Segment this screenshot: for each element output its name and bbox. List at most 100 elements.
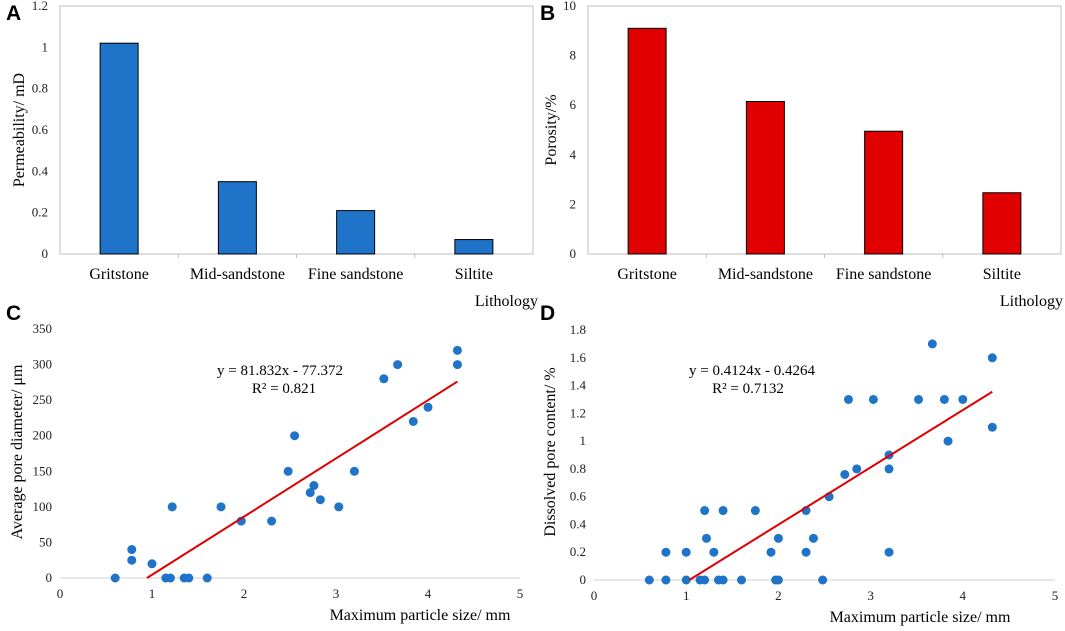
panel-d-data-point: [718, 506, 728, 516]
panel-c-data-point: [147, 559, 157, 569]
panel-a-ytick-label: 0: [42, 246, 49, 261]
panel-d-ylabel: Dissolved pore content/ %: [542, 367, 559, 536]
panel-d-ytick-label: 1.8: [570, 322, 586, 337]
panel-d-ytick-label: 1: [580, 433, 587, 448]
panel-b-ytick-label: 2: [570, 196, 577, 211]
panel-a-category-label: Gritstone: [89, 266, 149, 283]
panel-c-data-point: [127, 555, 137, 565]
panel-c-ytick-label: 350: [33, 321, 53, 336]
panel-c-xtick-label: 4: [425, 586, 432, 601]
panel-d-data-point: [737, 575, 747, 585]
panel-c-xlabel: Maximum particle size/ mm: [330, 607, 511, 624]
panel-b-ytick-label: 6: [570, 97, 577, 112]
panel-d-data-point: [801, 547, 811, 557]
panel-d-data-point: [939, 394, 949, 404]
panel-c-data-point: [305, 488, 315, 498]
panel-c-data-point: [452, 360, 462, 370]
panel-a-label: A: [6, 2, 21, 25]
panel-d-data-point: [852, 464, 862, 474]
panel-d-xtick-label: 1: [683, 588, 690, 603]
panel-c-data-point: [423, 402, 433, 412]
panel-d-data-point: [868, 394, 878, 404]
panel-a-ytick-label: 1.2: [32, 0, 48, 13]
panel-d-data-point: [773, 575, 783, 585]
panel-a-bar: [336, 210, 376, 255]
panel-c-data-point: [290, 431, 300, 441]
panel-d-xlabel: Maximum particle size/ mm: [830, 609, 1011, 626]
panel-c-data-point: [408, 416, 418, 426]
panel-c-data-point: [167, 502, 177, 512]
panel-d-data-point: [818, 575, 828, 585]
panel-c-ylabel: Average pore diameter/ μm: [9, 364, 26, 539]
panel-c-data-point: [202, 573, 212, 583]
panel-c-data-point: [283, 466, 293, 476]
panel-c-data-point: [267, 516, 277, 526]
panel-b-xlabel: Lithology: [1000, 293, 1063, 310]
panel-a-bar: [99, 42, 139, 255]
panel-b-label: B: [540, 2, 555, 25]
panel-a-xlabel: Lithology: [475, 293, 538, 310]
panel-d-data-point: [700, 506, 710, 516]
panel-c-ytick-label: 0: [46, 570, 53, 585]
panel-d-x-ticks: 0 1 2 3 4 5: [591, 588, 1059, 603]
panel-b-y-ticks: 0 2 4 6 8 10: [563, 0, 577, 261]
panel-c-equation: y = 81.832x - 77.372: [217, 363, 343, 379]
panel-b-bar: [864, 130, 904, 255]
panel-b-bar: [982, 192, 1022, 255]
panel-d-data-point: [840, 469, 850, 479]
panel-a-bars: [99, 42, 494, 258]
panel-d-data-point: [701, 533, 711, 543]
panel-d-data-point: [750, 506, 760, 516]
panel-c-data-point: [393, 360, 403, 370]
panel-c-data-point: [110, 573, 120, 583]
panel-d-label: D: [540, 302, 555, 325]
panel-b-ylabel: Porosity/%: [543, 94, 560, 165]
panel-b-categories: Gritstone Mid-sandstone Fine sandstone Silt…: [617, 266, 1021, 283]
panel-b-category-label: Siltite: [983, 266, 1021, 283]
panel-d-data-point: [681, 575, 691, 585]
panel-d-data-point: [958, 394, 968, 404]
panel-a-ylabel: Permeability/ mD: [11, 73, 28, 187]
panel-b-ytick-label: 10: [563, 0, 576, 13]
panel-c-points: [110, 345, 462, 583]
panel-b-ytick-label: 8: [570, 48, 577, 63]
panel-d-ytick-label: 1.6: [570, 350, 587, 365]
panel-b-category-label: Gritstone: [617, 266, 677, 283]
panel-a-category-label: Fine sandstone: [308, 266, 404, 283]
panel-d-data-point: [943, 436, 953, 446]
panel-a: A 0 0.2 0.4 0.6 0.8 1 1.2 Gritstone Mid-sandsto…: [6, 0, 538, 310]
panel-c-data-point: [309, 481, 319, 491]
panel-d-ytick-label: 0.6: [570, 489, 587, 504]
panel-d-ytick-label: 1.4: [570, 378, 587, 393]
panel-d-equation: y = 0.4124x - 0.4264: [689, 363, 815, 379]
panel-d-ytick-label: 0.8: [570, 461, 586, 476]
panel-c-data-point: [349, 466, 359, 476]
panel-d-data-point: [644, 575, 654, 585]
panel-d: D 0 0.2 0.4 0.6 0.8 1 1.2 1.4 1.6 1.8 0 1 2 3 4 5 y = …: [540, 302, 1058, 626]
panel-c-y-ticks: 0 50 100 150 200 250 300 350: [33, 321, 53, 585]
panel-d-xtick-label: 0: [591, 588, 598, 603]
panel-c-data-point: [216, 502, 226, 512]
panel-c: C 0 50 100 150 200 250 300 350 0 1 2 3 4 5 y = 81.83…: [6, 302, 523, 624]
panel-c-xtick-label: 3: [333, 586, 340, 601]
panel-d-data-point: [884, 464, 894, 474]
panel-d-data-point: [927, 339, 937, 349]
panel-d-ytick-label: 0.4: [570, 516, 587, 531]
panel-d-data-point: [661, 547, 671, 557]
panel-c-ytick-label: 100: [33, 499, 53, 514]
panel-b-plot-area: [587, 5, 1062, 255]
panel-c-label: C: [6, 302, 21, 325]
panel-c-data-point: [184, 573, 194, 583]
panel-d-xtick-label: 3: [867, 588, 874, 603]
panel-d-data-point: [681, 547, 691, 557]
panel-d-xtick-label: 4: [960, 588, 967, 603]
panel-c-xtick-label: 5: [517, 586, 524, 601]
panel-c-ytick-label: 200: [33, 428, 53, 443]
panel-c-xtick-label: 2: [241, 586, 248, 601]
panel-a-y-ticks: 0 0.2 0.4 0.6 0.8 1 1.2: [32, 0, 49, 261]
panel-c-xtick-label: 0: [57, 586, 64, 601]
panel-a-category-label: Mid-sandstone: [190, 266, 285, 283]
panel-a-ytick-label: 0.2: [32, 205, 48, 220]
panel-b-category-label: Fine sandstone: [836, 266, 932, 283]
